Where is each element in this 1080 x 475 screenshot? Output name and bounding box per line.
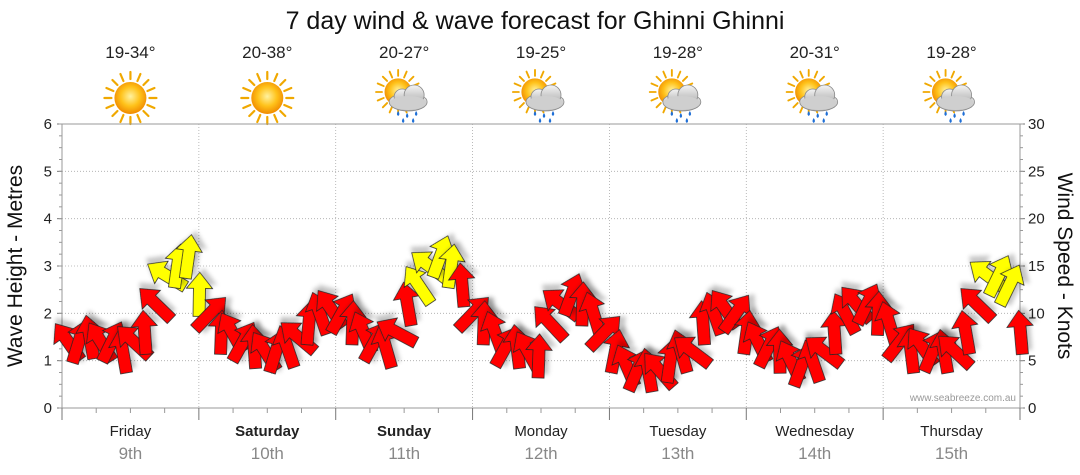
- chart-grid: 0 1 2 3 4 5 6 0 5 10 15 20 25 30: [44, 116, 1045, 420]
- credit-text: www.seabreeze.com.au: [909, 393, 1016, 404]
- y-tick-left-label: 1: [44, 353, 52, 370]
- y-tick-right-label: 30: [1028, 116, 1045, 133]
- y-tick-right-label: 5: [1028, 353, 1036, 370]
- wind-arrow: [376, 317, 420, 349]
- day-temp-range: 20-38°: [242, 43, 292, 62]
- day-temp-range: 19-28°: [653, 43, 703, 62]
- day-name-label: Monday: [514, 423, 568, 440]
- y-tick-right-label: 25: [1028, 163, 1045, 180]
- day-name-label: Thursday: [920, 423, 983, 440]
- wind-arrow: [534, 306, 570, 344]
- sun-cloud-rain-icon: [785, 68, 839, 123]
- day-date-label: 12th: [524, 444, 557, 463]
- y-tick-left-label: 0: [44, 400, 52, 417]
- wind-arrow: [130, 309, 159, 356]
- y-tick-right-label: 20: [1028, 211, 1045, 228]
- day-date-label: 15th: [935, 444, 968, 463]
- y-axis-left-label: Wave Height - Metres: [4, 165, 27, 367]
- wind-arrow: [403, 266, 437, 308]
- day-date-label: 13th: [661, 444, 694, 463]
- wind-arrow: [447, 262, 476, 308]
- y-axis-right-label: Wind Speed - Knots: [1053, 173, 1076, 360]
- wind-arrow: [392, 281, 421, 328]
- wind-arrow: [805, 336, 846, 370]
- sun-cloud-rain-icon: [511, 68, 565, 123]
- wind-arrow: [438, 243, 466, 290]
- y-tick-left-label: 3: [44, 258, 52, 275]
- day-name-label: Sunday: [377, 423, 432, 440]
- y-tick-left-label: 5: [44, 163, 52, 180]
- y-tick-left-label: 6: [44, 116, 52, 133]
- day-temp-range: 20-27°: [379, 43, 429, 62]
- day-date-label: 14th: [798, 444, 831, 463]
- day-labels: Friday 9th Saturday 10th Sunday 11th Monday 12t…: [110, 423, 984, 463]
- wind-arrow: [938, 335, 976, 372]
- sunny-icon: [103, 70, 158, 126]
- day-date-label: 11th: [388, 444, 420, 463]
- day-name-label: Saturday: [235, 423, 300, 440]
- day-temp-range: 19-28°: [926, 43, 976, 62]
- sun-cloud-rain-icon: [375, 68, 428, 123]
- y-tick-right-label: 10: [1028, 305, 1045, 322]
- wind-arrow: [175, 234, 203, 280]
- y-tick-left-label: 2: [44, 305, 52, 322]
- wind-arrow: [674, 336, 714, 370]
- wind-arrow: [960, 288, 998, 325]
- day-temp-range: 19-25°: [516, 43, 566, 62]
- sunny-icon: [240, 70, 295, 126]
- wind-arrow: [951, 310, 979, 356]
- y-tick-right-label: 0: [1028, 400, 1036, 417]
- day-temp-range: 20-31°: [790, 43, 840, 62]
- day-temp-range: 19-34°: [105, 43, 155, 62]
- day-name-label: Friday: [110, 423, 152, 440]
- wind-arrow: [994, 264, 1025, 308]
- day-date-label: 10th: [251, 444, 284, 463]
- y-tick-left-label: 4: [44, 211, 52, 228]
- day-date-label: 9th: [119, 444, 143, 463]
- sun-cloud-rain-icon: [648, 68, 702, 123]
- chart-title: 7 day wind & wave forecast for Ghinni Gh…: [286, 7, 785, 35]
- wind-arrow: [1006, 309, 1034, 356]
- wind-arrow: [139, 288, 177, 325]
- day-name-label: Tuesday: [649, 423, 706, 440]
- wind-arrow: [525, 333, 553, 379]
- day-name-label: Wednesday: [775, 423, 854, 440]
- wind-arrow: [280, 322, 320, 357]
- wind-arrows: [53, 234, 1034, 394]
- y-tick-right-label: 15: [1028, 258, 1045, 275]
- day-header: 19-34° 20-38° 20-27° 19-25° 19-28° 20-31° 19-2…: [103, 43, 977, 126]
- sun-cloud-rain-icon: [922, 68, 975, 123]
